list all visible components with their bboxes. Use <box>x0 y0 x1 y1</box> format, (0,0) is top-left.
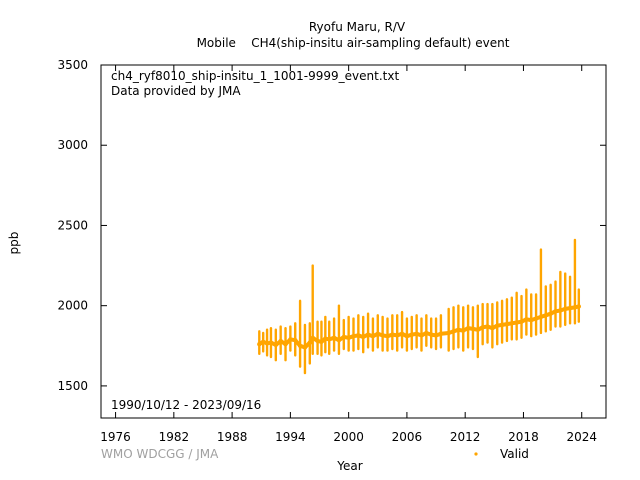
x-tick-label: 2006 <box>392 430 423 444</box>
y-tick-label: 2000 <box>57 299 88 313</box>
x-tick-label: 1994 <box>275 430 306 444</box>
x-tick-label: 1982 <box>159 430 190 444</box>
x-tick-label: 1988 <box>217 430 248 444</box>
x-tick-label: 2024 <box>566 430 597 444</box>
legend-label-valid: Valid <box>500 447 529 461</box>
credit-label: WMO WDCGG / JMA <box>101 447 219 461</box>
file-label: ch4_ryf8010_ship-insitu_1_1001-9999_even… <box>111 69 399 83</box>
x-tick-label: 2012 <box>450 430 481 444</box>
date-range-label: 1990/10/12 - 2023/09/16 <box>111 398 261 412</box>
y-tick-label: 1500 <box>57 379 88 393</box>
chart-subtitle: Mobile CH4(ship-insitu air-sampling defa… <box>197 36 510 50</box>
x-axis-label: Year <box>336 459 362 473</box>
chart-title: Ryofu Maru, R/V <box>309 20 406 34</box>
plot-area: 1500 2000 2500 3000 3500 1976 1982 1988 1994 200… <box>57 58 607 444</box>
legend-marker-valid <box>474 452 478 456</box>
x-tick-label: 2000 <box>333 430 364 444</box>
y-tick-label: 3000 <box>57 138 88 152</box>
x-tick-label: 1976 <box>100 430 131 444</box>
data-band <box>258 304 580 350</box>
provider-label: Data provided by JMA <box>111 84 241 98</box>
legend: Valid <box>474 447 529 461</box>
x-axis: 1976 1982 1988 1994 2000 2006 2012 2018 2024 <box>100 65 597 444</box>
y-axis: 1500 2000 2500 3000 3500 <box>57 58 606 393</box>
x-tick-label: 2018 <box>508 430 539 444</box>
plot-frame <box>100 64 607 419</box>
y-axis-label: ppb <box>7 232 21 255</box>
data-layer <box>257 238 582 375</box>
y-tick-label: 2500 <box>57 218 88 232</box>
y-tick-label: 3500 <box>57 58 88 72</box>
